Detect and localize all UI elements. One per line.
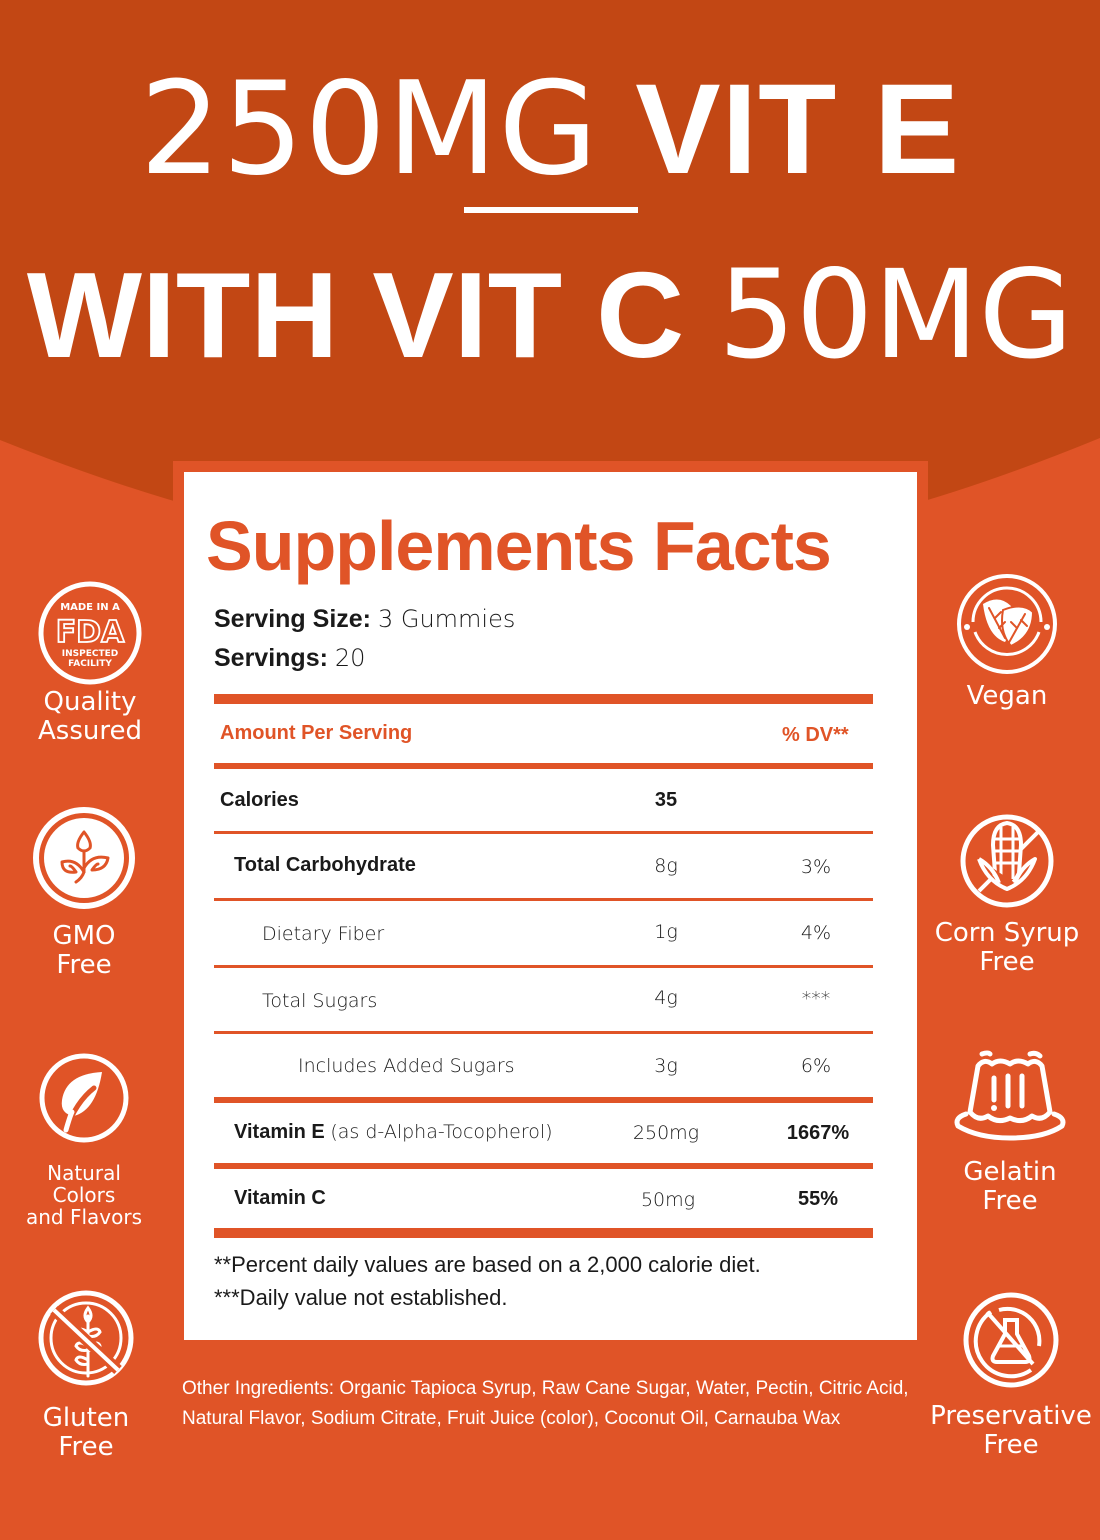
rule-thin bbox=[214, 965, 873, 968]
hero-background-shape bbox=[0, 0, 1100, 560]
fda-seal-icon: MADE IN A FDA INSPECTED FACILITY bbox=[38, 581, 142, 685]
badge-label: Assured bbox=[38, 716, 142, 746]
row-carb-amount: 8g bbox=[654, 855, 678, 877]
vegan-leaves-icon bbox=[957, 574, 1057, 674]
footnote-not-established: ***Daily value not established. bbox=[214, 1285, 508, 1310]
serving-size: Serving Size: 3 Gummies bbox=[214, 605, 515, 634]
headline-with-vit-c: WITH VIT C bbox=[26, 247, 685, 383]
row-vitamin-c-amount: 50mg bbox=[640, 1189, 696, 1211]
badge-label: Vegan bbox=[966, 681, 1048, 711]
svg-text:FACILITY: FACILITY bbox=[68, 659, 112, 669]
rule-thick bbox=[214, 1228, 873, 1238]
leaf-icon bbox=[39, 1053, 129, 1143]
row-vitamin-e-name: Vitamin E bbox=[234, 1121, 325, 1143]
servings-label: Servings: bbox=[214, 644, 328, 672]
badge-label: and Flavors bbox=[25, 1205, 142, 1229]
row-carb-label: Total Carbohydrate bbox=[234, 854, 416, 876]
row-vitamin-e-amount: 250mg bbox=[632, 1122, 700, 1144]
rule-thin bbox=[214, 831, 873, 834]
row-fiber-amount: 1g bbox=[654, 921, 678, 943]
headline-vit-e: VIT E bbox=[635, 58, 961, 201]
jelly-icon bbox=[954, 1050, 1066, 1141]
badge-label: Gelatin bbox=[963, 1157, 1057, 1187]
facts-title: Supplements Facts bbox=[206, 507, 832, 585]
header-amount-per-serving: Amount Per Serving bbox=[220, 722, 413, 744]
badge-gmo-free: GMO Free bbox=[4, 806, 164, 980]
rule-thin bbox=[214, 898, 873, 901]
svg-text:MADE IN A: MADE IN A bbox=[60, 602, 120, 613]
serving-size-value: 3 Gummies bbox=[377, 605, 516, 633]
badge-label: Preservative bbox=[930, 1401, 1092, 1431]
row-calories-label: Calories bbox=[220, 789, 299, 811]
rule-medium bbox=[214, 1163, 873, 1169]
row-added-sugars-dv: 6% bbox=[800, 1055, 832, 1077]
badge-quality-assured: MADE IN A FDA INSPECTED FACILITY Quality… bbox=[10, 578, 170, 746]
badge-natural-colors: Natural Colors and Flavors bbox=[4, 1050, 164, 1228]
row-added-sugars-label: Includes Added Sugars bbox=[298, 1055, 515, 1077]
svg-text:FDA: FDA bbox=[56, 615, 125, 650]
badge-label: Corn Syrup bbox=[934, 918, 1080, 948]
badge-label: Free bbox=[58, 1432, 114, 1462]
svg-text:INSPECTED: INSPECTED bbox=[62, 649, 118, 659]
row-vitamin-e-dv: 1667% bbox=[786, 1122, 850, 1144]
badge-gelatin-free: Gelatin Free bbox=[930, 1048, 1090, 1216]
sprout-icon bbox=[33, 807, 135, 909]
row-carb-dv: 3% bbox=[800, 856, 832, 878]
supplement-facts-panel: Supplements Facts Serving Size: 3 Gummie… bbox=[184, 472, 917, 1340]
row-vitamin-e-note: (as d-Alpha-Tocopherol) bbox=[330, 1121, 553, 1143]
badge-label: Free bbox=[979, 947, 1035, 977]
row-calories-amount: 35 bbox=[654, 789, 678, 811]
row-added-sugars-amount: 3g bbox=[654, 1055, 678, 1077]
servings-value: 20 bbox=[334, 644, 366, 672]
headline-line2: WITH VIT C 50MG bbox=[0, 245, 1100, 385]
badge-corn-syrup-free: Corn Syrup Free bbox=[924, 811, 1090, 977]
badge-label: Free bbox=[983, 1430, 1039, 1460]
rule-medium bbox=[214, 763, 873, 769]
footnote-dv: **Percent daily values are based on a 2,… bbox=[214, 1252, 761, 1277]
headline-dose-c: 50MG bbox=[718, 244, 1074, 386]
headline-dose-e: 250MG bbox=[139, 55, 599, 204]
badge-preservative-free: Preservative Free bbox=[926, 1290, 1096, 1460]
headline-line1: 250MG VIT E bbox=[0, 60, 1100, 200]
row-vitamin-c-label: Vitamin C bbox=[234, 1187, 326, 1209]
badge-label: Natural bbox=[47, 1161, 121, 1185]
row-vitamin-e-label: Vitamin E (as d-Alpha-Tocopherol) bbox=[234, 1121, 553, 1144]
rule-medium bbox=[214, 1097, 873, 1103]
badge-label: Quality bbox=[43, 687, 137, 717]
no-flask-icon bbox=[963, 1292, 1059, 1388]
other-ingredients: Other Ingredients: Organic Tapioca Syrup… bbox=[182, 1378, 909, 1429]
badge-label: Gluten bbox=[42, 1403, 130, 1433]
no-wheat-icon bbox=[38, 1290, 134, 1386]
badge-vegan: Vegan bbox=[927, 572, 1087, 711]
badge-label: Colors bbox=[52, 1183, 116, 1207]
row-fiber-dv: 4% bbox=[800, 922, 832, 944]
hero-banner: 250MG VIT E WITH VIT C 50MG bbox=[0, 0, 1100, 560]
rule-thick bbox=[214, 694, 873, 704]
badge-label: Free bbox=[982, 1186, 1038, 1216]
row-fiber-label: Dietary Fiber bbox=[262, 923, 385, 945]
badge-gluten-free: Gluten Free bbox=[6, 1288, 166, 1462]
badge-label: GMO bbox=[52, 921, 116, 951]
row-vitamin-c-dv: 55% bbox=[797, 1188, 839, 1210]
no-corn-icon bbox=[960, 814, 1054, 908]
servings: Servings: 20 bbox=[214, 644, 365, 673]
row-sugars-amount: 4g bbox=[654, 987, 678, 1009]
header-dv: % DV** bbox=[782, 724, 849, 746]
rule-thin bbox=[214, 1031, 873, 1034]
headline-divider bbox=[464, 207, 638, 213]
badge-label: Free bbox=[56, 950, 112, 980]
row-sugars-label: Total Sugars bbox=[262, 990, 378, 1012]
serving-size-label: Serving Size: bbox=[214, 605, 371, 633]
row-sugars-dv: *** bbox=[801, 988, 831, 1010]
